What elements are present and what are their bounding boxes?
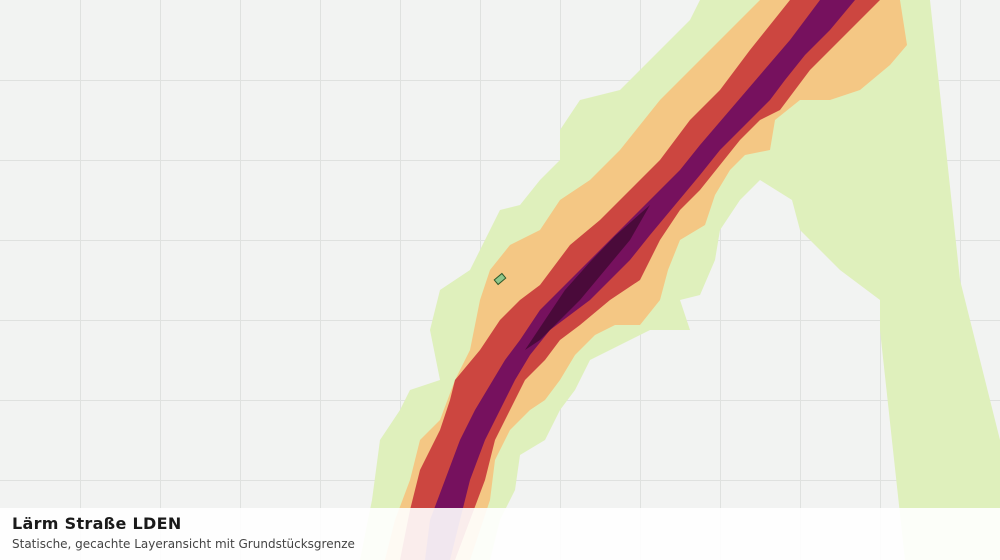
noise-zone-extreme xyxy=(525,205,650,350)
noise-zone-high xyxy=(400,0,880,560)
panel-title: Lärm Straße LDEN xyxy=(12,514,182,533)
noise-zone-mid xyxy=(385,0,907,560)
info-panel: Lärm Straße LDEN Statische, gecachte Lay… xyxy=(0,508,1000,560)
parcel-boundary xyxy=(493,272,507,286)
panel-subtitle: Statische, gecachte Layeransicht mit Gru… xyxy=(12,537,355,551)
